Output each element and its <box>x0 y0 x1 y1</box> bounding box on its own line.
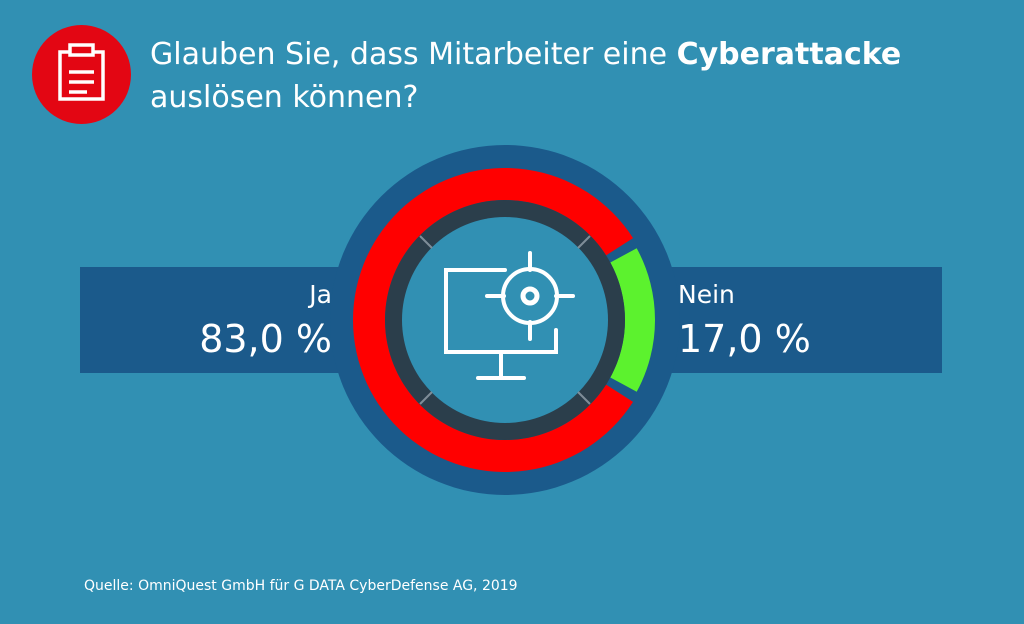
title-line2: auslösen können? <box>150 80 419 115</box>
slice-nein <box>610 248 656 392</box>
no-category-label: Nein <box>678 280 735 309</box>
donut-center <box>402 217 608 423</box>
yes-category-label: Ja <box>309 280 332 309</box>
label-no: Nein 17,0 % <box>678 277 878 365</box>
donut-slices <box>352 167 656 472</box>
chart-title: Glauben Sie, dass Mitarbeiter eine Cyber… <box>150 33 901 119</box>
monitor-target-icon <box>444 251 575 380</box>
no-value-label: 17,0 % <box>678 317 811 361</box>
source-note: Quelle: OmniQuest GmbH für G DATA CyberD… <box>84 578 518 594</box>
title-line1-regular: Glauben Sie, dass Mitarbeiter eine <box>150 37 677 72</box>
clipboard-icon <box>32 25 131 124</box>
yes-value-label: 83,0 % <box>199 317 332 361</box>
title-line1-bold: Cyberattacke <box>676 37 902 72</box>
inner-ring-dividers <box>419 235 591 405</box>
label-yes: Ja 83,0 % <box>160 277 332 365</box>
